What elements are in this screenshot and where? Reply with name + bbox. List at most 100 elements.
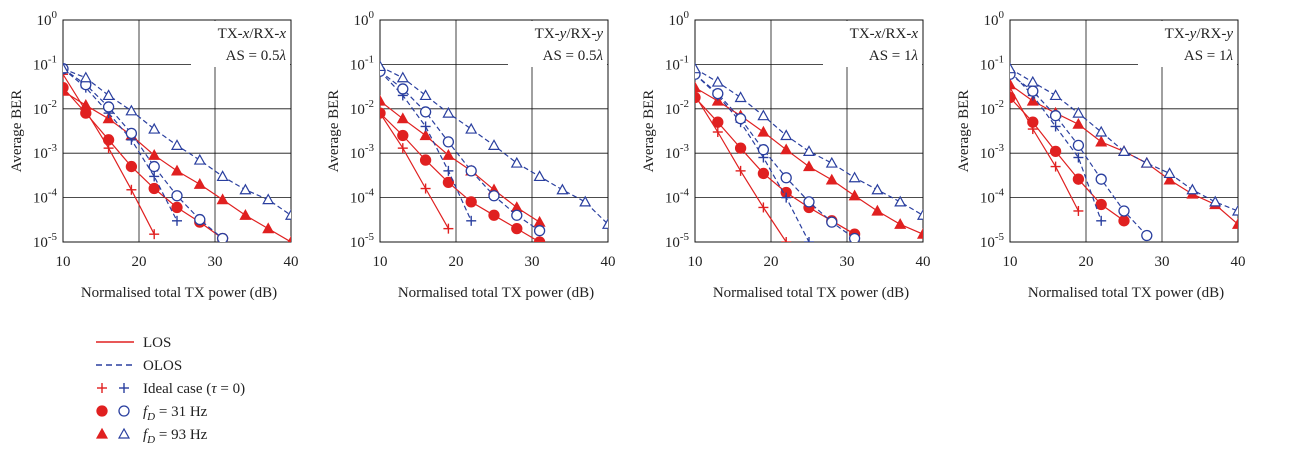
circle-marker	[780, 172, 792, 184]
y-tick-label: 100	[354, 9, 375, 29]
triangle-marker	[916, 227, 923, 239]
triangle-marker	[262, 222, 275, 234]
triangle-marker	[1026, 75, 1039, 87]
y-tick-label: 10-3	[33, 142, 58, 162]
chart-panel-2: TX-y/RX-y AS = 0.5λ 10 20 30 40 100 10-1 10-2 10-…	[326, 9, 616, 301]
y-axis-label: Average BER	[326, 90, 342, 173]
circle-marker	[118, 405, 130, 417]
circle-marker	[1027, 85, 1039, 97]
triangle-marker	[1209, 195, 1222, 207]
y-axis-label: Average BER	[641, 90, 657, 173]
y-tick-label: 10-1	[980, 53, 1004, 73]
circle-marker	[380, 107, 386, 119]
annotation-line-1: TX-y/RX-y	[1165, 26, 1234, 42]
x-tick-label: 30	[208, 254, 223, 270]
x-tick-label: 40	[916, 254, 931, 270]
triangle-marker	[95, 427, 109, 439]
circle-marker	[148, 160, 160, 173]
triangle-marker	[894, 218, 907, 229]
legend-item: OLOS	[96, 358, 182, 374]
circle-marker	[171, 201, 183, 214]
y-tick-label: 10-4	[33, 187, 58, 207]
triangle-marker	[556, 183, 569, 195]
triangle-marker	[848, 171, 861, 183]
series-line	[380, 70, 472, 222]
triangle-marker	[1186, 183, 1199, 195]
circle-marker	[419, 154, 432, 166]
x-tick-label: 40	[1231, 254, 1246, 270]
triangle-marker	[79, 71, 92, 83]
triangle-marker	[1026, 94, 1039, 106]
annotation-line-1: TX-x/RX-x	[850, 26, 919, 42]
y-tick-label: 10-2	[33, 98, 57, 118]
x-tick-label: 40	[601, 254, 616, 270]
triangle-marker	[1231, 204, 1238, 216]
chart-panel-4: TX-y/RX-y AS = 1λ 10 20 30 40 100 10-1 10-2 10-3 1…	[956, 9, 1246, 301]
triangle-marker	[510, 156, 523, 168]
triangle-marker	[1095, 135, 1108, 147]
triangle-marker	[601, 218, 608, 229]
triangle-marker	[239, 183, 252, 195]
y-tick-label: 10-5	[665, 231, 690, 251]
circle-marker	[397, 129, 409, 142]
triangle-marker	[487, 139, 501, 150]
annotation-bg	[191, 21, 290, 67]
legend-item: fD = 31 Hz	[96, 404, 208, 423]
circle-marker	[533, 236, 546, 242]
y-tick-label: 10-1	[33, 53, 57, 73]
series-line	[1010, 87, 1079, 212]
y-tick-label: 10-4	[980, 187, 1005, 207]
circle-marker	[442, 176, 455, 189]
triangle-marker	[802, 160, 816, 172]
triangle-marker	[442, 106, 455, 118]
chart-panel-1: TX-x/RX-x AS = 0.5λ 10 20 30 40 100 10-1 10-2 10-…	[9, 9, 299, 301]
triangle-marker	[262, 193, 275, 205]
x-tick-label: 20	[449, 254, 464, 270]
y-tick-label: 10-2	[350, 98, 374, 118]
triangle-marker	[871, 183, 884, 195]
triangle-marker	[695, 81, 702, 93]
circle-marker	[488, 190, 500, 202]
x-tick-label: 30	[1155, 254, 1170, 270]
circle-marker	[1049, 145, 1062, 158]
triangle-marker	[780, 129, 793, 141]
y-tick-label: 10-2	[665, 98, 689, 118]
legend-label: fD = 31 Hz	[143, 404, 208, 423]
triangle-marker	[1095, 125, 1108, 137]
triangle-marker	[825, 173, 838, 185]
y-tick-label: 10-5	[33, 231, 58, 251]
circle-marker	[148, 182, 160, 195]
triangle-marker	[284, 209, 291, 220]
y-tick-label: 10-3	[350, 142, 375, 162]
series-group	[380, 60, 608, 242]
x-tick-label: 20	[764, 254, 779, 270]
circle-marker	[1072, 173, 1085, 185]
circle-marker	[125, 160, 138, 173]
circle-marker	[194, 213, 206, 226]
triangle-marker	[148, 148, 161, 160]
series-group	[63, 62, 291, 242]
triangle-marker	[825, 156, 838, 168]
triangle-marker	[579, 195, 592, 207]
series-line	[380, 112, 449, 229]
triangle-marker	[1072, 106, 1085, 118]
circle-marker	[465, 196, 477, 208]
x-tick-label: 30	[840, 254, 855, 270]
triangle-marker	[848, 189, 861, 201]
plot-frame	[62, 19, 292, 243]
legend-item: Ideal case (τ = 0)	[97, 381, 245, 397]
x-axis-label: Normalised total TX power (dB)	[398, 285, 594, 301]
x-tick-label: 10	[373, 254, 388, 270]
circle-marker	[734, 113, 747, 125]
y-tick-label: 10-5	[350, 231, 375, 251]
triangle-marker	[1231, 218, 1238, 229]
circle-marker	[533, 225, 546, 237]
legend-label: LOS	[143, 335, 171, 351]
x-tick-label: 20	[1079, 254, 1094, 270]
annotation-line-2: AS = 0.5λ	[543, 48, 604, 64]
series-group	[695, 62, 923, 242]
legend-item: fD = 93 Hz	[95, 427, 208, 446]
triangle-marker	[1163, 167, 1176, 179]
triangle-marker	[102, 89, 115, 101]
